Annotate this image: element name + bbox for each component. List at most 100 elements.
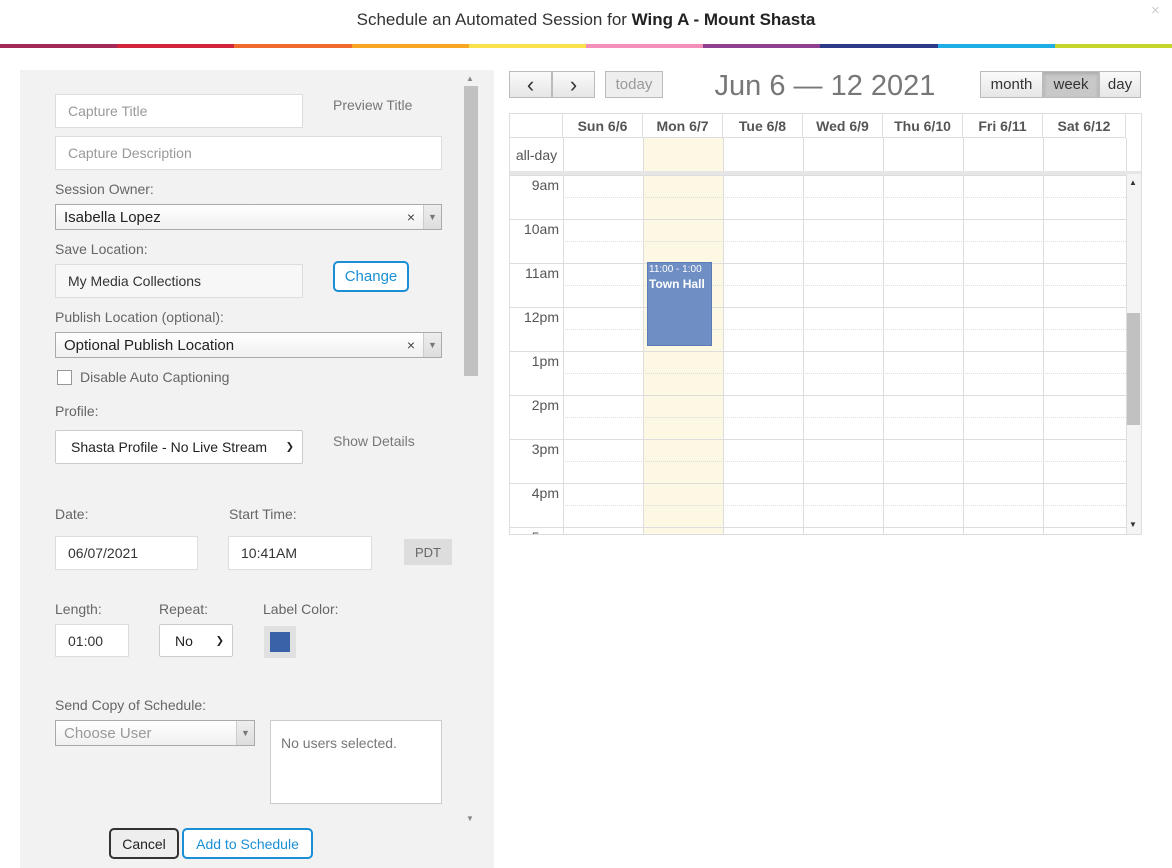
view-day-button[interactable]: day	[1099, 71, 1141, 98]
rainbow-segment	[468, 44, 587, 48]
rainbow-segment	[820, 44, 938, 48]
day-header: Wed 6/9	[803, 114, 883, 138]
event-time: 11:00 - 1:00	[649, 264, 702, 275]
time-label: 9am	[531, 177, 559, 193]
profile-label: Profile:	[55, 403, 99, 419]
close-icon[interactable]: ×	[1151, 2, 1160, 19]
day-header: Mon 6/7	[643, 114, 723, 138]
half-hour-line	[563, 373, 1126, 374]
day-header: Tue 6/8	[723, 114, 803, 138]
clear-icon[interactable]: ×	[406, 209, 415, 225]
calendar-scrollbar-thumb[interactable]	[1127, 313, 1140, 425]
time-label: 10am	[523, 221, 559, 237]
view-week-button[interactable]: week	[1043, 71, 1099, 98]
session-owner-value: Isabella Lopez	[64, 208, 161, 226]
rainbow-bar	[0, 44, 1172, 48]
length-input[interactable]: 01:00	[55, 624, 129, 657]
disable-captioning-checkbox[interactable]	[57, 370, 72, 385]
save-location-label: Save Location:	[55, 241, 148, 257]
rainbow-segment	[351, 44, 469, 48]
change-location-button[interactable]: Change	[333, 261, 409, 292]
scroll-up-icon[interactable]: ▲	[466, 74, 474, 83]
capture-title-input[interactable]: Capture Title	[55, 94, 303, 128]
timezone-badge: PDT	[404, 539, 452, 565]
half-hour-line	[563, 417, 1126, 418]
hour-line	[510, 263, 1126, 264]
add-to-schedule-button[interactable]: Add to Schedule	[182, 828, 313, 859]
start-time-input[interactable]: 10:41AM	[228, 536, 372, 570]
profile-value: Shasta Profile - No Live Stream	[71, 439, 268, 455]
column-divider	[723, 138, 724, 534]
chevron-down-icon[interactable]: ▼	[236, 721, 254, 745]
session-owner-select[interactable]: Isabella Lopez × ▼	[55, 204, 442, 230]
hour-line	[510, 483, 1126, 484]
publish-location-value: Optional Publish Location	[64, 336, 235, 354]
form-scrollbar[interactable]	[464, 86, 478, 376]
column-divider	[883, 138, 884, 534]
week-calendar-grid: Sun 6/6 Mon 6/7 Tue 6/8 Wed 6/9 Thu 6/10 Fri …	[509, 113, 1142, 535]
repeat-value: No	[175, 632, 193, 649]
chevron-down-icon[interactable]: ▼	[423, 333, 441, 357]
half-hour-line	[563, 197, 1126, 198]
column-divider	[963, 138, 964, 534]
column-divider	[563, 138, 564, 534]
dialog-title-prefix: Schedule an Automated Session for	[356, 10, 632, 29]
calendar-event[interactable]: 11:00 - 1:00 Town Hall	[647, 262, 712, 346]
label-color-swatch	[270, 632, 290, 652]
length-label: Length:	[55, 601, 102, 617]
label-color-picker[interactable]	[264, 626, 296, 658]
repeat-select[interactable]: No ❯	[159, 624, 233, 657]
time-label: 2pm	[531, 397, 559, 413]
prev-week-button[interactable]: ‹	[509, 71, 552, 98]
send-copy-label: Send Copy of Schedule:	[55, 697, 206, 713]
calendar-scroll-up-icon[interactable]: ▲	[1129, 178, 1137, 187]
half-hour-line	[563, 505, 1126, 506]
disable-captioning-label: Disable Auto Captioning	[80, 369, 230, 385]
scroll-down-icon[interactable]: ▼	[466, 814, 474, 823]
publish-location-select[interactable]: Optional Publish Location × ▼	[55, 332, 442, 358]
choose-user-select[interactable]: Choose User ▼	[55, 720, 255, 746]
day-header: Thu 6/10	[883, 114, 963, 138]
column-divider	[803, 138, 804, 534]
hour-line	[510, 175, 1126, 176]
half-hour-line	[563, 241, 1126, 242]
publish-location-label: Publish Location (optional):	[55, 309, 224, 325]
hour-line	[510, 527, 1126, 528]
half-hour-line	[563, 285, 1126, 286]
hour-line	[510, 307, 1126, 308]
capture-description-input[interactable]: Capture Description	[55, 136, 442, 170]
column-divider	[1126, 138, 1127, 534]
hour-line	[510, 439, 1126, 440]
time-label: 5pm	[510, 529, 559, 534]
time-label: 11am	[525, 265, 559, 281]
rainbow-segment	[937, 44, 1055, 48]
rainbow-segment	[1054, 44, 1172, 48]
column-divider	[1043, 138, 1044, 534]
event-title: Town Hall	[649, 277, 705, 291]
cancel-button[interactable]: Cancel	[109, 828, 179, 859]
profile-select[interactable]: Shasta Profile - No Live Stream ❯	[55, 430, 303, 464]
dialog-title-location: Wing A - Mount Shasta	[631, 10, 816, 29]
dialog-title: Schedule an Automated Session for Wing A…	[0, 10, 1172, 30]
chevron-down-icon[interactable]: ▼	[423, 205, 441, 229]
today-button[interactable]: today	[605, 71, 663, 98]
preview-title-link[interactable]: Preview Title	[333, 97, 413, 113]
half-hour-line	[563, 461, 1126, 462]
next-week-button[interactable]: ›	[552, 71, 595, 98]
calendar-title: Jun 6 — 12 2021	[714, 70, 936, 102]
selected-users-box: No users selected.	[270, 720, 442, 804]
date-input[interactable]: 06/07/2021	[55, 536, 198, 570]
hour-line	[510, 351, 1126, 352]
view-month-button[interactable]: month	[980, 71, 1043, 98]
day-header: Sat 6/12	[1043, 114, 1126, 138]
time-label: 3pm	[531, 441, 559, 457]
show-details-link[interactable]: Show Details	[333, 433, 415, 449]
allday-label: all-day	[515, 147, 558, 163]
rainbow-segment	[0, 44, 118, 48]
clear-icon[interactable]: ×	[406, 337, 415, 353]
hour-line	[510, 219, 1126, 220]
header-corner	[510, 114, 563, 138]
save-location-field: My Media Collections	[55, 264, 303, 298]
time-label: 1pm	[531, 353, 559, 369]
calendar-scroll-down-icon[interactable]: ▼	[1129, 520, 1137, 529]
